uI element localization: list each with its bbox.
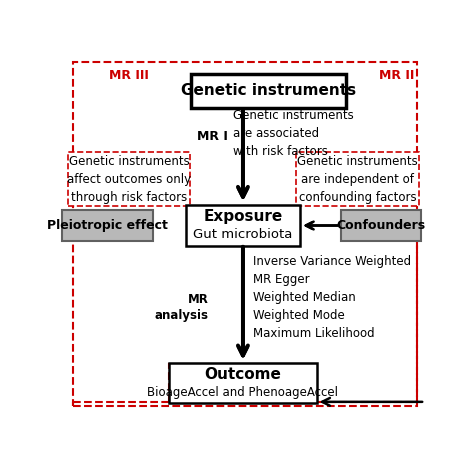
Text: Gut microbiota: Gut microbiota: [193, 228, 292, 241]
Text: Pleiotropic effect: Pleiotropic effect: [47, 219, 168, 232]
Text: Genetic instruments
are independent of
confounding factors: Genetic instruments are independent of c…: [297, 155, 418, 204]
Text: Inverse Variance Weighted
MR Egger
Weighted Median
Weighted Mode
Maximum Likelih: Inverse Variance Weighted MR Egger Weigh…: [253, 255, 411, 339]
Text: MR
analysis: MR analysis: [155, 293, 209, 322]
Text: Confounders: Confounders: [337, 219, 426, 232]
FancyBboxPatch shape: [341, 210, 421, 241]
FancyBboxPatch shape: [62, 210, 153, 241]
FancyBboxPatch shape: [68, 152, 190, 206]
Text: Exposure: Exposure: [203, 209, 283, 224]
FancyBboxPatch shape: [169, 364, 317, 403]
FancyBboxPatch shape: [186, 206, 300, 246]
Text: Genetic instruments
affect outcomes only
through risk factors: Genetic instruments affect outcomes only…: [67, 155, 191, 204]
FancyBboxPatch shape: [191, 74, 346, 108]
Text: MR I: MR I: [197, 130, 228, 144]
FancyBboxPatch shape: [296, 152, 419, 206]
Text: Outcome: Outcome: [204, 366, 282, 382]
Text: MR II: MR II: [379, 69, 414, 82]
Text: BioageAccel and PhenoageAccel: BioageAccel and PhenoageAccel: [147, 386, 338, 399]
Text: Genetic instruments: Genetic instruments: [181, 83, 356, 98]
Text: MR III: MR III: [109, 69, 149, 82]
Text: Genetic instruments
are associated
with risk factors: Genetic instruments are associated with …: [233, 109, 354, 158]
